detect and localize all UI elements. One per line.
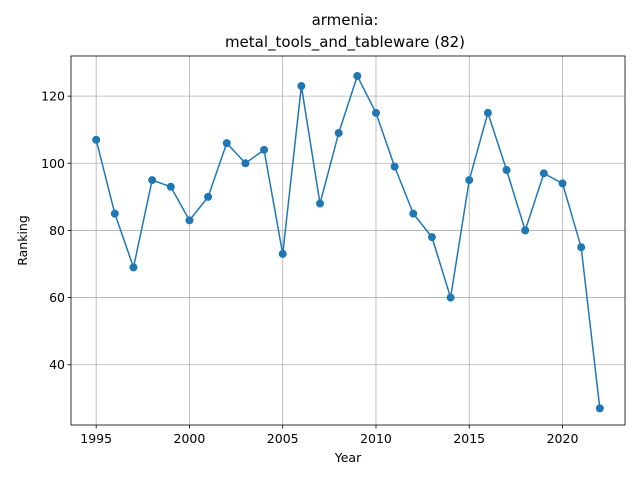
data-point [260,145,269,154]
x-axis-label: Year [334,450,362,465]
x-tick-label: 2015 [453,431,485,446]
data-point [539,169,548,178]
data-point [222,139,231,148]
data-point [110,209,119,218]
data-point [390,162,399,171]
x-tick-label: 2005 [267,431,299,446]
x-tick-label: 2000 [174,431,206,446]
data-point [446,293,455,302]
data-point [558,179,567,188]
plot-frame [70,55,626,426]
data-point [427,233,436,242]
y-tick-label: 100 [41,156,65,171]
x-tick-label: 2020 [547,431,579,446]
data-point [502,165,511,174]
data-point [353,71,362,80]
series-line [95,75,601,409]
y-tick-label: 40 [49,357,65,372]
data-point [483,108,492,117]
data-point [278,249,287,258]
data-point [521,226,530,235]
data-point [185,216,194,225]
data-point [595,404,604,413]
grid-lines [71,56,625,425]
data-point [129,263,138,272]
data-point [334,129,343,138]
x-tick-label: 2010 [360,431,392,446]
x-axis-ticks: 1995 2000 2005 2010 2015 2020 [80,425,578,446]
data-point [148,176,157,185]
data-point [409,209,418,218]
y-axis-ticks: 40 60 80 100 120 [41,89,71,372]
data-series [92,71,604,413]
data-point [241,159,250,168]
data-point [465,176,474,185]
data-point [204,192,213,201]
data-point [316,199,325,208]
chart-title-line2: metal_tools_and_tableware (82) [225,33,465,52]
x-tick-label: 1995 [80,431,112,446]
data-point [297,82,306,91]
data-point [166,182,175,191]
y-axis-label: Ranking [15,215,30,266]
y-tick-label: 60 [49,290,65,305]
data-point [92,135,101,144]
chart-title-line1: armenia: [312,11,379,29]
y-tick-label: 120 [41,89,65,104]
y-tick-label: 80 [49,223,65,238]
data-point [577,243,586,252]
data-point [371,108,380,117]
